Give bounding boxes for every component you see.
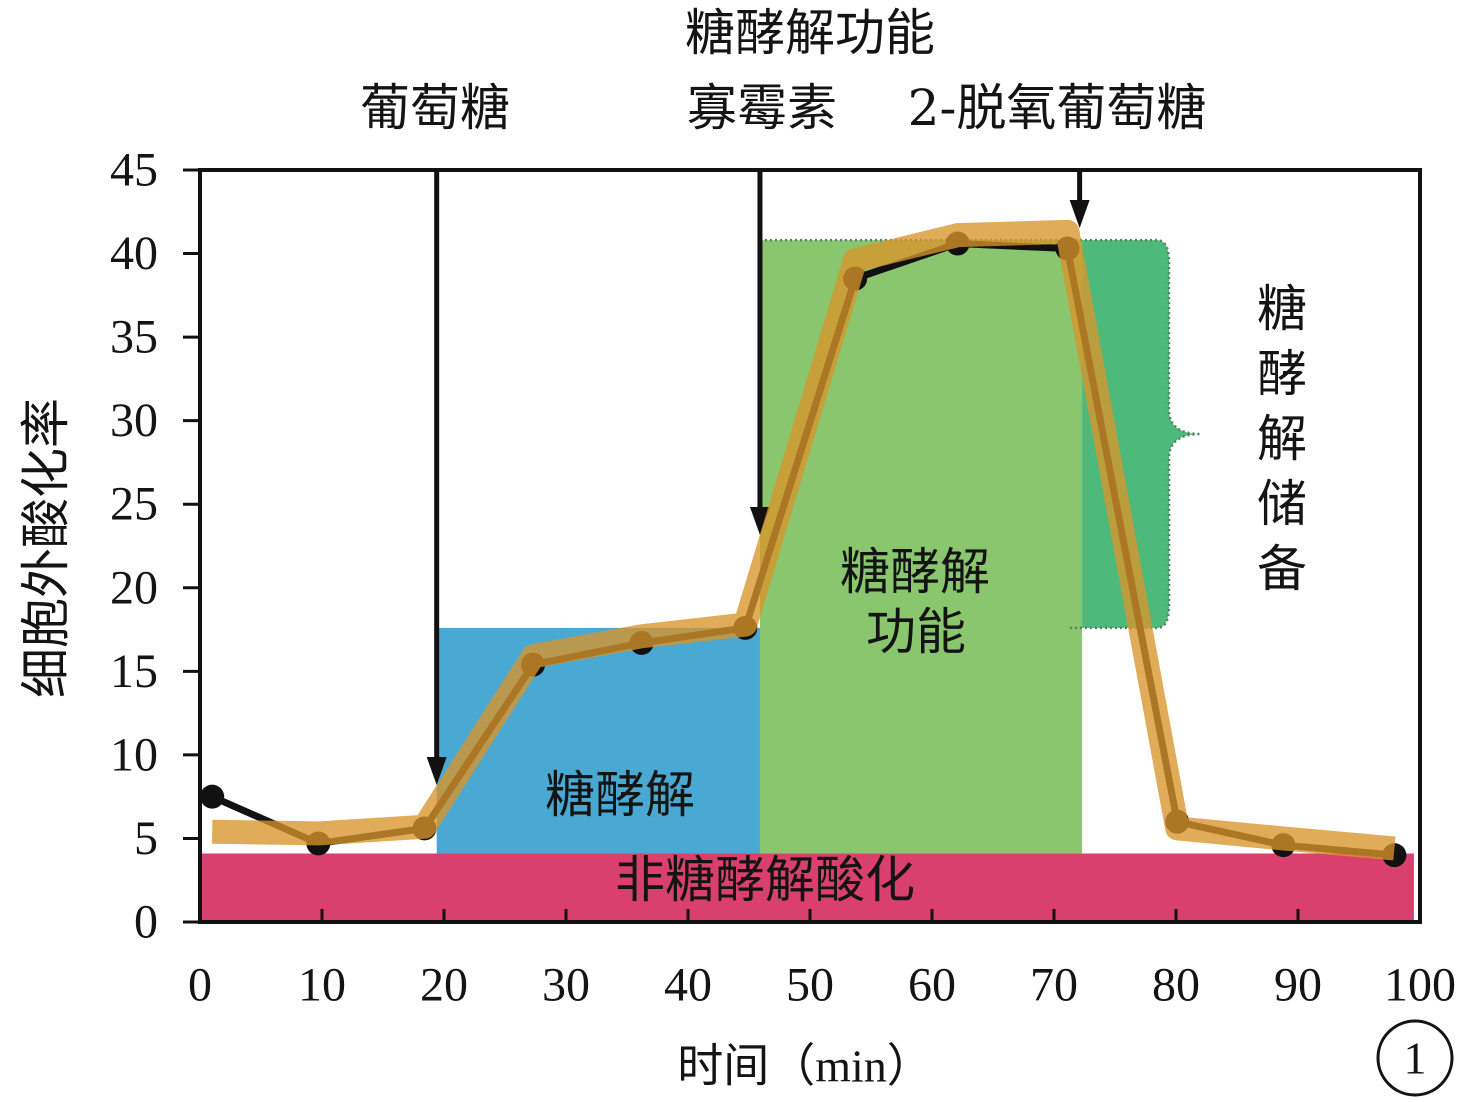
axes-layer: 0 10 20 30 40 50 60 70 80 90 100 0 5 10 15 20 25 30 35 40 45 [110,144,1456,1012]
injection-label-glucose: 葡萄糖 [360,79,510,137]
y-tick-label: 15 [110,645,158,698]
glycolytic-capacity-label-line-1: 糖酵解 [840,543,990,601]
y-tick-label: 10 [110,728,158,781]
x-axis-label: 时间（min） [677,1041,933,1092]
glycolytic-reserve-label: 糖酵解储备 [1249,282,1307,607]
glycolytic-capacity-label-line-2: 功能 [866,603,966,661]
y-tick-label: 35 [110,311,158,364]
y-axis-label: 细胞外酸化率 [17,398,75,698]
y-tick-label: 45 [110,144,158,197]
non-glycolytic-acidification-label: 非糖酵解酸化 [615,851,915,909]
y-tick-label: 40 [110,227,158,280]
chart-title: 糖酵解功能 [685,4,935,62]
injection-arrows [426,172,1090,785]
injection-arrow-head [426,757,447,785]
region-glycolytic-capacity [759,240,1083,854]
panel-number-badge [1376,1019,1454,1097]
panel-number-label: 1 [1404,1033,1427,1084]
series-layer [200,219,1407,868]
x-tick-label: 100 [1384,959,1456,1012]
y-tick-label: 25 [110,478,158,531]
x-tick-label: 10 [298,959,346,1012]
injection-label-2dg: 2-脱氧葡萄糖 [908,79,1207,137]
x-tick-label: 80 [1152,959,1200,1012]
x-tick-label: 30 [542,959,590,1012]
injection-arrow-head [1069,200,1090,228]
ecar-point [200,784,225,809]
x-tick-label: 20 [420,959,468,1012]
y-tick-label: 0 [134,896,158,949]
x-tick-label: 60 [908,959,956,1012]
highlight-line [212,219,1396,861]
injection-arrow-head [749,507,770,535]
glycolysis-label: 糖酵解 [545,766,695,824]
y-tick-label: 5 [134,812,158,865]
y-tick-label: 20 [110,561,158,614]
x-tick-label: 70 [1030,959,1078,1012]
region-non-glycolytic-acidification [200,853,1414,922]
x-tick-label: 40 [664,959,712,1012]
region-labels: 糖酵解 糖酵解 功能 非糖酵解酸化 [545,543,990,909]
x-tick-label: 50 [786,959,834,1012]
injection-label-oligomycin: 寡霉素 [687,79,837,137]
y-tick-label: 30 [110,394,158,447]
x-tick-label: 0 [188,959,212,1012]
x-tick-label: 90 [1274,959,1322,1012]
